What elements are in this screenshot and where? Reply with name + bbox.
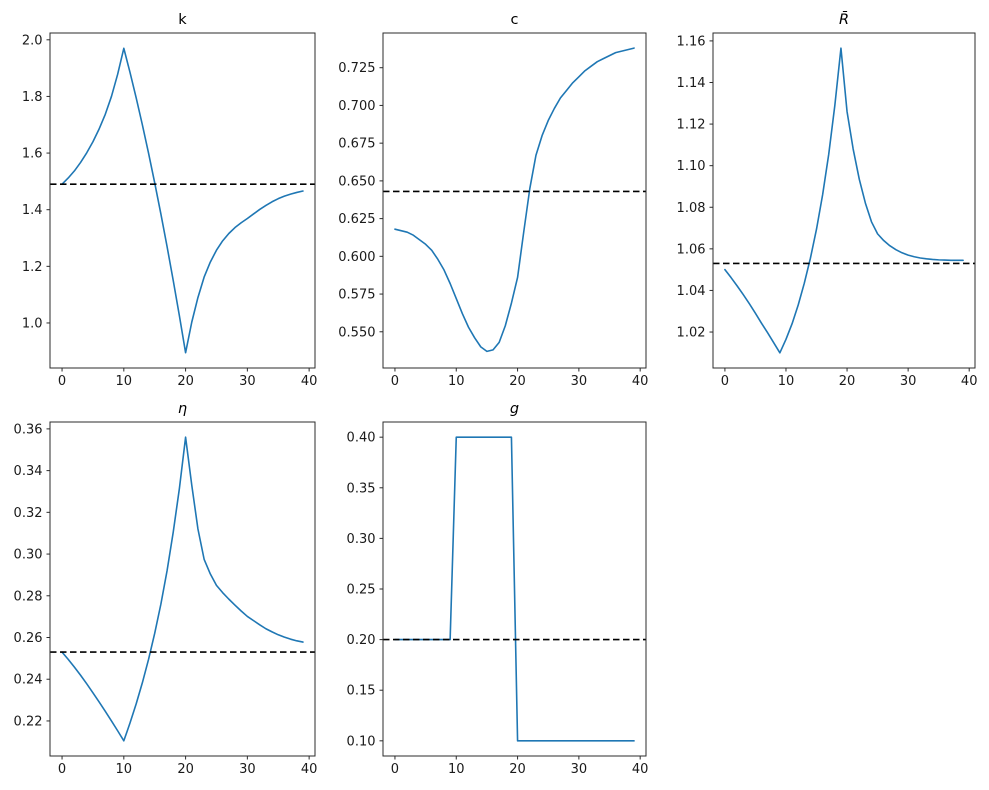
chart-title: k [178,12,187,28]
y-tick-label: 1.16 [677,34,706,49]
x-tick-label: 0 [58,374,66,389]
subplot-eta: 0 10 20 30 40 0.22 0.24 0.26 0.28 0.30 0.32 0.34 0.3… [0,394,329,788]
chart-svg-g: 0 10 20 30 40 0.10 0.15 0.20 0.25 0.30 0.35 0.40 g [347,401,649,777]
x-tick-label: 0 [721,374,729,389]
y-tick-label: 1.08 [677,201,706,216]
y-tick-label: 0.34 [14,464,43,479]
x-tick-label: 30 [239,374,256,389]
x-tick-label: 20 [177,762,194,777]
axes-frame [49,32,316,369]
x-tick-label: 30 [900,374,917,389]
y-tick-label: 0.650 [338,174,375,189]
x-tick-label: 30 [571,762,588,777]
y-tick-label: 1.02 [677,326,706,341]
y-tick-label: 0.600 [338,250,375,265]
axes-frame [49,421,316,757]
chart-svg-rbar: 0 10 20 30 40 1.02 1.04 1.06 1.08 1.10 1.12 1.14 1.1… [677,10,978,389]
y-tick-label: 0.36 [14,422,43,437]
chart-svg-eta: 0 10 20 30 40 0.22 0.24 0.26 0.28 0.30 0.32 0.34 0.3… [14,401,318,777]
x-tick-label: 40 [301,374,318,389]
y-tick-label: 0.35 [347,481,376,496]
y-tick-label: 0.15 [347,684,376,699]
chart-title: R̄ [839,10,849,28]
x-tick-label: 0 [391,762,399,777]
subplot-g: 0 10 20 30 40 0.10 0.15 0.20 0.25 0.30 0.35 0.40 g [331,394,660,788]
x-tick-label: 10 [116,374,133,389]
series-line-rbar [724,47,964,354]
series-line-k [61,47,304,354]
y-tick-label: 0.10 [347,734,376,749]
y-tick-label: 0.30 [14,548,43,563]
x-tick-label: 20 [509,762,526,777]
y-tick-label: 0.40 [347,431,376,446]
y-tick-label: 0.32 [14,506,43,521]
series-line-eta [61,436,304,742]
x-tick-label: 10 [116,762,133,777]
x-tick-label: 10 [778,374,795,389]
y-tick-label: 0.725 [338,61,375,76]
subplot-k: 0 10 20 30 40 1.0 1.2 1.4 1.6 1.8 2.0 k [0,5,329,400]
y-tick-label: 1.06 [677,242,706,257]
axes-frame [382,32,647,369]
y-tick-label: 0.30 [347,532,376,547]
x-tick-label: 0 [391,374,399,389]
series-line-g [394,436,635,742]
x-tick-label: 40 [301,762,318,777]
x-tick-label: 30 [239,762,256,777]
chart-title: η [178,401,187,417]
x-tick-label: 10 [448,374,465,389]
y-tick-label: 0.24 [14,673,43,688]
y-tick-label: 0.28 [14,589,43,604]
y-tick-label: 0.675 [338,137,375,152]
y-tick-label: 0.625 [338,212,375,227]
y-tick-label: 0.575 [338,288,375,303]
chart-title: c [511,12,519,28]
x-tick-label: 20 [177,374,194,389]
x-tick-label: 10 [448,762,465,777]
y-tick-label: 1.6 [22,147,43,162]
y-tick-label: 1.14 [677,76,706,91]
x-tick-label: 30 [571,374,588,389]
y-tick-label: 0.22 [14,714,43,729]
y-tick-label: 1.8 [22,90,43,105]
x-tick-label: 40 [632,374,649,389]
subplot-rbar: 0 10 20 30 40 1.02 1.04 1.06 1.08 1.10 1.12 1.14 1.1… [661,5,989,400]
chart-svg-c: 0 10 20 30 40 0.550 0.575 0.600 0.625 0.650 0.675 0… [338,12,649,389]
y-tick-label: 1.0 [22,316,43,331]
y-tick-label: 1.10 [677,159,706,174]
y-tick-label: 1.04 [677,284,706,299]
y-tick-label: 0.20 [347,633,376,648]
chart-svg-k: 0 10 20 30 40 1.0 1.2 1.4 1.6 1.8 2.0 k [22,12,318,389]
x-tick-label: 40 [961,374,978,389]
y-tick-label: 1.12 [677,118,706,133]
y-tick-label: 0.700 [338,99,375,114]
axes-frame [712,32,976,369]
y-tick-label: 0.25 [347,583,376,598]
y-tick-label: 2.0 [22,33,43,48]
x-tick-label: 20 [839,374,856,389]
series-line-c [394,47,635,353]
chart-title: g [510,401,519,417]
y-tick-label: 0.550 [338,325,375,340]
y-tick-label: 1.4 [22,203,43,218]
x-tick-label: 40 [632,762,649,777]
x-tick-label: 0 [58,762,66,777]
subplot-c: 0 10 20 30 40 0.550 0.575 0.600 0.625 0.650 0.675 0… [331,5,660,400]
x-tick-label: 20 [509,374,526,389]
y-tick-label: 0.26 [14,631,43,646]
y-tick-label: 1.2 [22,260,43,275]
